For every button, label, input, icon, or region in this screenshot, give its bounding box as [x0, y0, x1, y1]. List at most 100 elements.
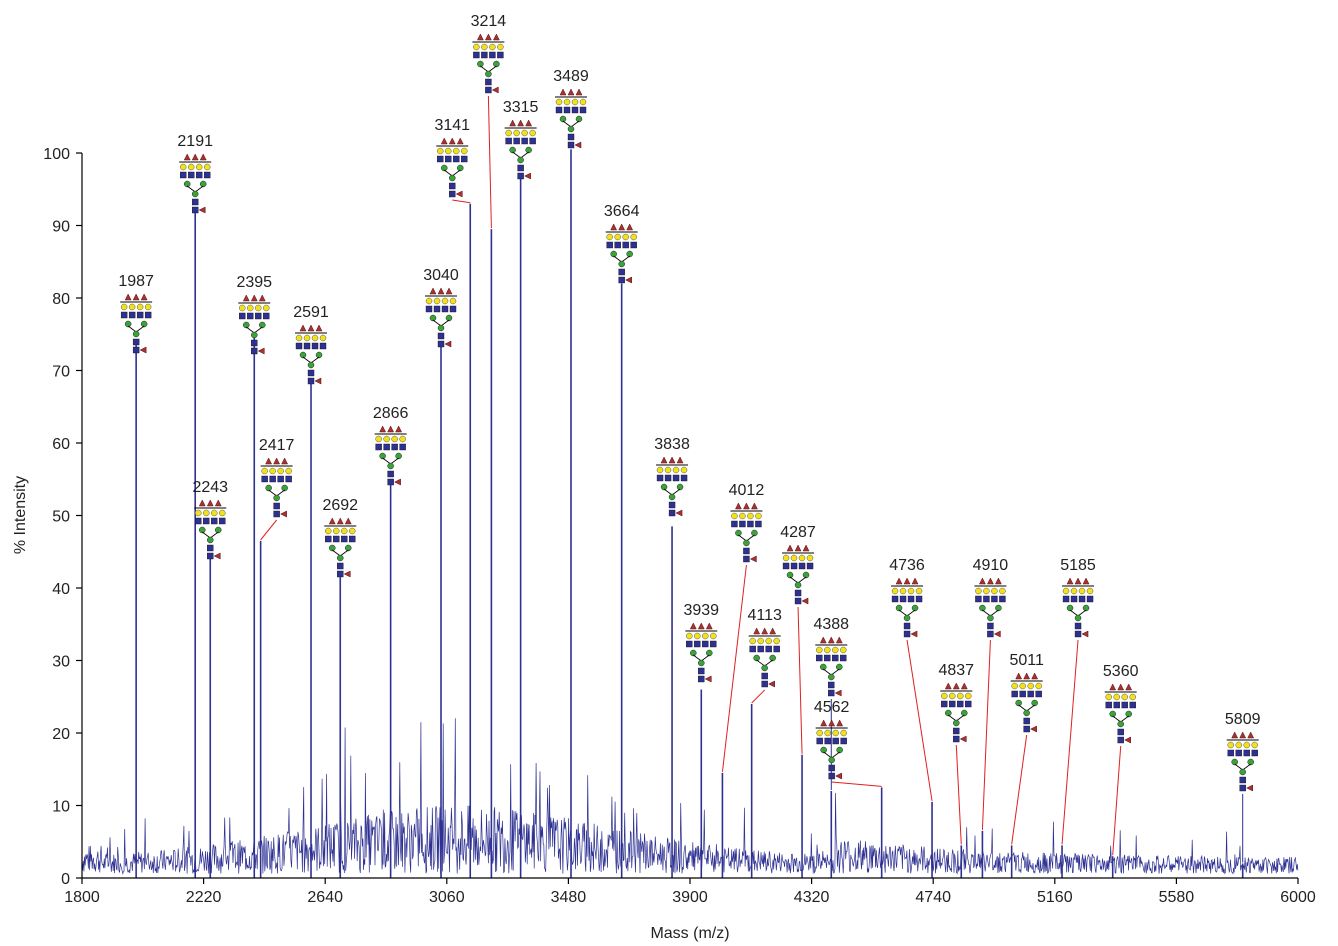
x-axis-title: Mass (m/z)	[650, 925, 729, 942]
peak-label: 4012	[729, 482, 765, 499]
peak-label: 3838	[654, 436, 690, 453]
glycan-icon	[685, 622, 718, 683]
glycan-icon	[815, 719, 848, 780]
peak-label: 2866	[373, 405, 409, 422]
glycan-icon	[605, 223, 638, 284]
peak-label: 4562	[814, 699, 850, 716]
peak-label: 4910	[973, 557, 1009, 574]
peak-leader-line	[906, 639, 933, 801]
peak-label: 3141	[434, 117, 470, 134]
y-tick-label: 90	[52, 219, 70, 236]
y-tick-label: 100	[43, 146, 70, 163]
spectrum-peaks	[135, 149, 1244, 878]
peak-leader-line	[955, 744, 962, 845]
y-tick-label: 10	[52, 799, 70, 816]
x-tick-label: 2640	[307, 889, 343, 906]
y-tick-label: 0	[61, 871, 70, 888]
peak-leader-line	[1061, 639, 1079, 845]
peak-label: 3489	[553, 68, 589, 85]
peak-label: 3315	[503, 99, 539, 116]
peak-label: 2395	[236, 274, 272, 291]
glycan-icon	[295, 324, 328, 385]
y-tick-label: 70	[52, 364, 70, 381]
glycan-icon	[179, 153, 212, 214]
glycan-icon	[194, 499, 227, 560]
glycan-icon	[472, 33, 505, 94]
glycan-icon	[238, 294, 271, 355]
glycan-icon	[891, 577, 924, 638]
glycan-icon	[324, 517, 357, 578]
peak-label: 2191	[177, 133, 213, 150]
peak-leader-line	[797, 606, 803, 754]
x-tick-label: 1800	[64, 889, 100, 906]
peak-label: 4388	[813, 616, 849, 633]
glycan-icon	[748, 627, 781, 688]
glycan-icon	[260, 457, 293, 518]
y-tick-label: 60	[52, 436, 70, 453]
y-tick-label: 40	[52, 581, 70, 598]
glycan-icon	[730, 502, 763, 563]
peak-label: 2417	[259, 437, 295, 454]
glycan-icon	[425, 287, 458, 348]
y-tick-label: 80	[52, 291, 70, 308]
x-tick-label: 6000	[1280, 889, 1316, 906]
peak-label: 3939	[683, 602, 719, 619]
glycan-icon	[1010, 672, 1043, 733]
peak-label: 4736	[889, 557, 925, 574]
x-tick-label: 3900	[672, 889, 708, 906]
x-tick-label: 2220	[186, 889, 222, 906]
glycan-icon	[436, 137, 469, 198]
peak-leader-line	[721, 564, 747, 772]
peak-label: 4287	[780, 524, 816, 541]
peak-label: 5360	[1103, 663, 1139, 680]
peak-label: 4837	[938, 662, 974, 679]
x-tick-label: 4740	[915, 889, 951, 906]
x-tick-label: 5160	[1037, 889, 1073, 906]
glycan-icon	[974, 577, 1007, 638]
axes: Mass (m/z) % Intensity 1800 2220 2640 3060 3…	[12, 146, 1316, 942]
peak-leader-line	[452, 199, 471, 204]
glycan-icon	[555, 88, 588, 149]
peak-label: 5011	[1009, 652, 1044, 669]
peak-label: 5809	[1225, 711, 1261, 728]
peak-leader-line	[751, 689, 766, 704]
peak-label: 3040	[423, 267, 459, 284]
peak-label: 5185	[1060, 557, 1096, 574]
peak-leader-line	[1112, 745, 1122, 856]
peak-label: 3214	[471, 13, 507, 30]
glycan-icon	[1104, 683, 1137, 744]
spectrum-baseline-trace	[81, 718, 1299, 875]
peak-leader-line	[1011, 734, 1028, 845]
glycan-icon	[504, 119, 537, 180]
peak-label: 2692	[322, 497, 358, 514]
spectrum-trace	[81, 718, 1299, 875]
peak-leader-line	[260, 519, 278, 541]
peak-label: 3664	[604, 203, 640, 220]
x-tick-label: 5580	[1159, 889, 1195, 906]
glycan-icon	[1226, 731, 1259, 792]
peak-label: 4113	[747, 607, 782, 624]
peak-leader-line	[831, 781, 882, 787]
y-tick-label: 20	[52, 726, 70, 743]
y-tick-label: 30	[52, 654, 70, 671]
x-tick-label: 3480	[551, 889, 587, 906]
x-tick-label: 4320	[794, 889, 830, 906]
peak-label: 1987	[118, 273, 154, 290]
y-tick-label: 50	[52, 509, 70, 526]
glycan-icon	[656, 456, 689, 517]
peak-leader-lines	[260, 95, 1244, 863]
glycan-icon	[374, 425, 407, 486]
glycan-icon	[782, 544, 815, 605]
glycan-icon	[815, 636, 848, 697]
glycan-icon	[1062, 577, 1095, 638]
glycan-icon	[120, 293, 153, 354]
peak-label: 2591	[293, 304, 329, 321]
glycan-icon	[940, 682, 973, 743]
y-axis-title: % Intensity	[12, 476, 29, 554]
peak-leader-line	[981, 639, 991, 830]
glycan-structure-icons	[120, 33, 1259, 792]
peak-labels: 1987 2191 2243 2395 2417 2591 2692 2866 3040 3141…	[118, 13, 1260, 728]
peak-leader-line	[487, 95, 492, 229]
x-tick-label: 3060	[429, 889, 465, 906]
